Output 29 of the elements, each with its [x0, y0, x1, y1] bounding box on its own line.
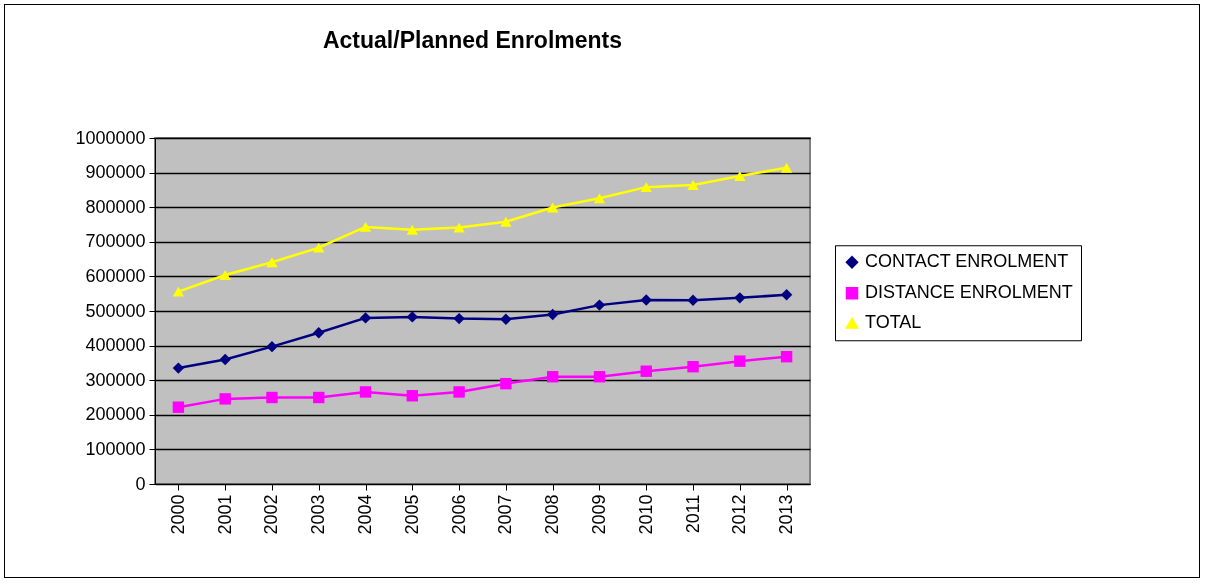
y-tick-label: 600000	[85, 265, 146, 286]
x-tick-label: 2010	[635, 494, 656, 535]
y-tick-label: 900000	[85, 162, 146, 183]
x-tick-label: 2007	[495, 494, 516, 535]
y-tick-label: 300000	[85, 369, 146, 390]
x-tick-label: 2009	[588, 494, 609, 535]
legend-label: DISTANCE ENROLMENT	[865, 282, 1073, 303]
y-tick-label: 100000	[85, 438, 146, 459]
legend-label: TOTAL	[865, 312, 922, 333]
x-tick-label: 2000	[167, 494, 188, 535]
y-tick-label: 700000	[85, 231, 146, 252]
y-tick-label: 0	[135, 473, 146, 494]
x-tick-label: 2001	[214, 494, 235, 535]
x-tick-label: 2011	[682, 494, 703, 534]
x-tick-label: 2012	[729, 494, 750, 535]
y-tick-label: 500000	[85, 300, 146, 321]
y-tick-label: 1000000	[75, 127, 146, 148]
x-tick-label: 2013	[776, 494, 797, 535]
chart-title: Actual/Planned Enrolments	[322, 27, 623, 53]
x-tick-label: 2006	[448, 494, 469, 535]
legend-label: CONTACT ENROLMENT	[865, 251, 1069, 272]
x-tick-label: 2003	[308, 494, 329, 535]
x-tick-label: 2005	[401, 494, 422, 535]
y-tick-label: 400000	[85, 335, 146, 356]
x-tick-label: 2002	[261, 494, 282, 535]
y-tick-label: 800000	[85, 196, 146, 217]
x-tick-label: 2004	[355, 494, 376, 535]
x-tick-label: 2008	[542, 494, 563, 535]
y-tick-label: 200000	[85, 404, 146, 425]
